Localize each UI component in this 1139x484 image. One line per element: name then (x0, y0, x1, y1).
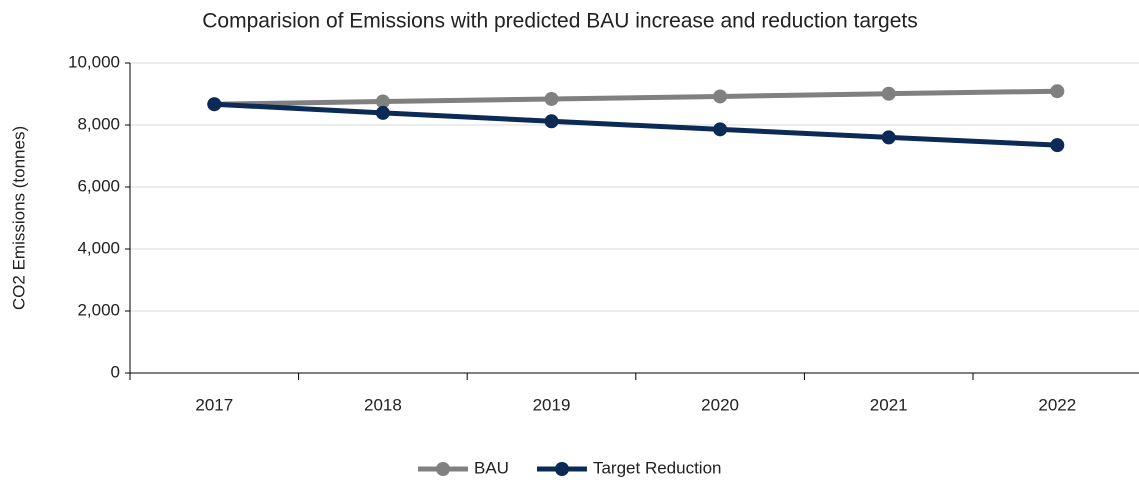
data-point (1050, 138, 1065, 153)
series-line (214, 88, 1058, 107)
data-point (713, 122, 728, 137)
data-point (544, 114, 559, 129)
y-axis-label: CO2 Emissions (tonnes) (9, 126, 28, 310)
data-point (375, 94, 390, 109)
data-point (375, 105, 390, 120)
y-tick-label: 4,000 (77, 238, 120, 257)
chart-title: Comparision of Emissions with predicted … (202, 10, 918, 33)
legend-marker (436, 462, 450, 476)
y-tick-label: 2,000 (77, 300, 120, 319)
x-tick-label: 2019 (533, 395, 571, 414)
series-line (214, 101, 1058, 148)
x-tick-label: 2020 (701, 395, 739, 414)
data-point (544, 91, 559, 106)
data-point (713, 89, 728, 104)
y-tick-label: 8,000 (77, 114, 120, 133)
data-point (881, 130, 896, 145)
x-tick-label: 2017 (195, 395, 233, 414)
x-tick-label: 2022 (1038, 395, 1076, 414)
legend-label: Target Reduction (593, 458, 722, 477)
y-tick-label: 10,000 (68, 52, 120, 71)
legend-label: BAU (474, 458, 509, 477)
x-tick-label: 2018 (364, 395, 402, 414)
x-tick-label: 2021 (870, 395, 908, 414)
y-tick-label: 6,000 (77, 176, 120, 195)
data-point (1050, 84, 1065, 99)
legend-marker (554, 462, 569, 476)
y-tick-label: 0 (111, 362, 120, 381)
data-point (881, 86, 896, 101)
data-point (207, 97, 222, 112)
